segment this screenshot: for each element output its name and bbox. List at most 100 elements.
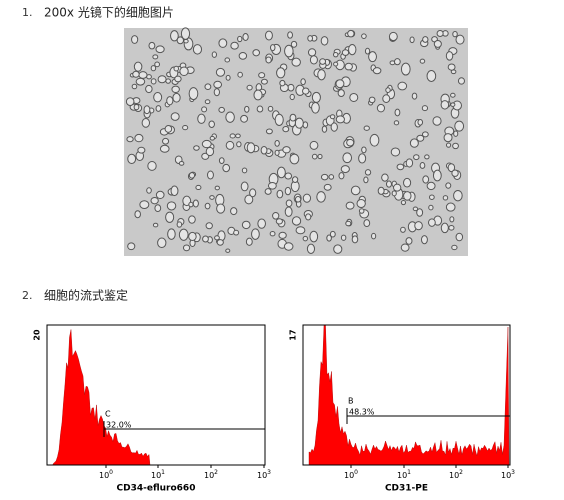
cell xyxy=(178,161,185,166)
cell xyxy=(225,74,231,81)
cell xyxy=(400,226,406,233)
cell xyxy=(394,108,401,117)
tick-exp: 1 xyxy=(161,469,165,476)
cell xyxy=(442,195,449,201)
cell xyxy=(264,188,272,195)
tick-base: 10 xyxy=(449,471,459,480)
item-number: 1. xyxy=(22,6,33,19)
cell xyxy=(244,105,250,113)
cell xyxy=(411,92,418,100)
cell xyxy=(340,234,347,241)
cell xyxy=(179,66,189,77)
cell xyxy=(403,191,412,201)
cell xyxy=(127,153,137,165)
cell xyxy=(385,180,392,188)
cell xyxy=(214,235,220,241)
cell xyxy=(300,78,306,86)
cell xyxy=(204,99,211,105)
cell xyxy=(391,190,397,197)
cell xyxy=(451,169,459,177)
tick-base: 10 xyxy=(151,471,161,480)
cell xyxy=(364,47,371,55)
cell xyxy=(201,106,208,113)
cell xyxy=(257,218,266,229)
cell xyxy=(428,204,434,211)
cell xyxy=(294,117,304,129)
cell xyxy=(421,131,429,138)
cell xyxy=(164,125,173,133)
histogram xyxy=(308,324,510,466)
cell xyxy=(350,185,361,196)
cell xyxy=(173,65,180,72)
cell xyxy=(348,43,357,56)
cell xyxy=(428,194,435,200)
cell xyxy=(376,103,386,113)
cell xyxy=(233,229,240,236)
cell xyxy=(317,69,326,81)
cell xyxy=(258,72,266,79)
cell xyxy=(321,125,328,133)
cell xyxy=(345,220,352,227)
cell xyxy=(127,242,136,251)
cell xyxy=(445,142,452,148)
cell xyxy=(416,134,425,142)
cell xyxy=(193,145,200,151)
cell xyxy=(245,237,253,246)
cell xyxy=(279,79,286,87)
cell xyxy=(433,39,442,48)
item-text: 细胞的流式鉴定 xyxy=(44,288,128,303)
cell xyxy=(364,169,372,176)
cell xyxy=(329,114,336,120)
cell xyxy=(260,78,268,85)
cell xyxy=(215,67,226,77)
x-tick-label: 100 xyxy=(344,469,358,480)
cell xyxy=(291,57,301,67)
cell xyxy=(294,196,302,203)
cell xyxy=(358,153,367,164)
cell xyxy=(316,191,326,203)
cell xyxy=(311,91,321,103)
cell xyxy=(397,81,408,91)
cell xyxy=(153,92,163,103)
cell xyxy=(192,44,203,55)
cell xyxy=(285,199,293,208)
cell xyxy=(244,194,254,205)
cell xyxy=(165,78,171,84)
cell xyxy=(159,144,170,153)
cell xyxy=(330,122,338,132)
cell xyxy=(432,169,442,182)
cell xyxy=(188,231,197,241)
cell xyxy=(155,105,162,112)
cell xyxy=(309,230,319,243)
cell xyxy=(436,30,444,38)
cell xyxy=(242,32,249,41)
cell xyxy=(125,97,135,106)
cell xyxy=(276,189,284,199)
cell xyxy=(135,77,146,86)
cell xyxy=(176,221,183,228)
cell xyxy=(445,51,454,61)
cell xyxy=(282,125,290,133)
tick-base: 10 xyxy=(344,471,354,480)
cells xyxy=(125,27,465,254)
cell xyxy=(309,140,319,150)
cell xyxy=(282,146,291,154)
cell xyxy=(283,242,294,251)
cell xyxy=(306,243,316,254)
cell xyxy=(305,213,312,221)
cell xyxy=(311,153,318,160)
cell xyxy=(146,187,152,194)
cell xyxy=(274,113,284,126)
cell xyxy=(338,172,345,180)
cell xyxy=(155,45,165,54)
cell xyxy=(188,201,194,208)
x-tick-label: 102 xyxy=(449,469,463,480)
cell xyxy=(133,61,143,72)
cell xyxy=(237,35,243,43)
tick-base: 10 xyxy=(501,471,511,480)
cell xyxy=(170,112,180,121)
cell xyxy=(447,63,456,71)
y-top-label: 17 xyxy=(289,329,298,340)
cell xyxy=(289,113,297,122)
cell xyxy=(147,161,157,171)
